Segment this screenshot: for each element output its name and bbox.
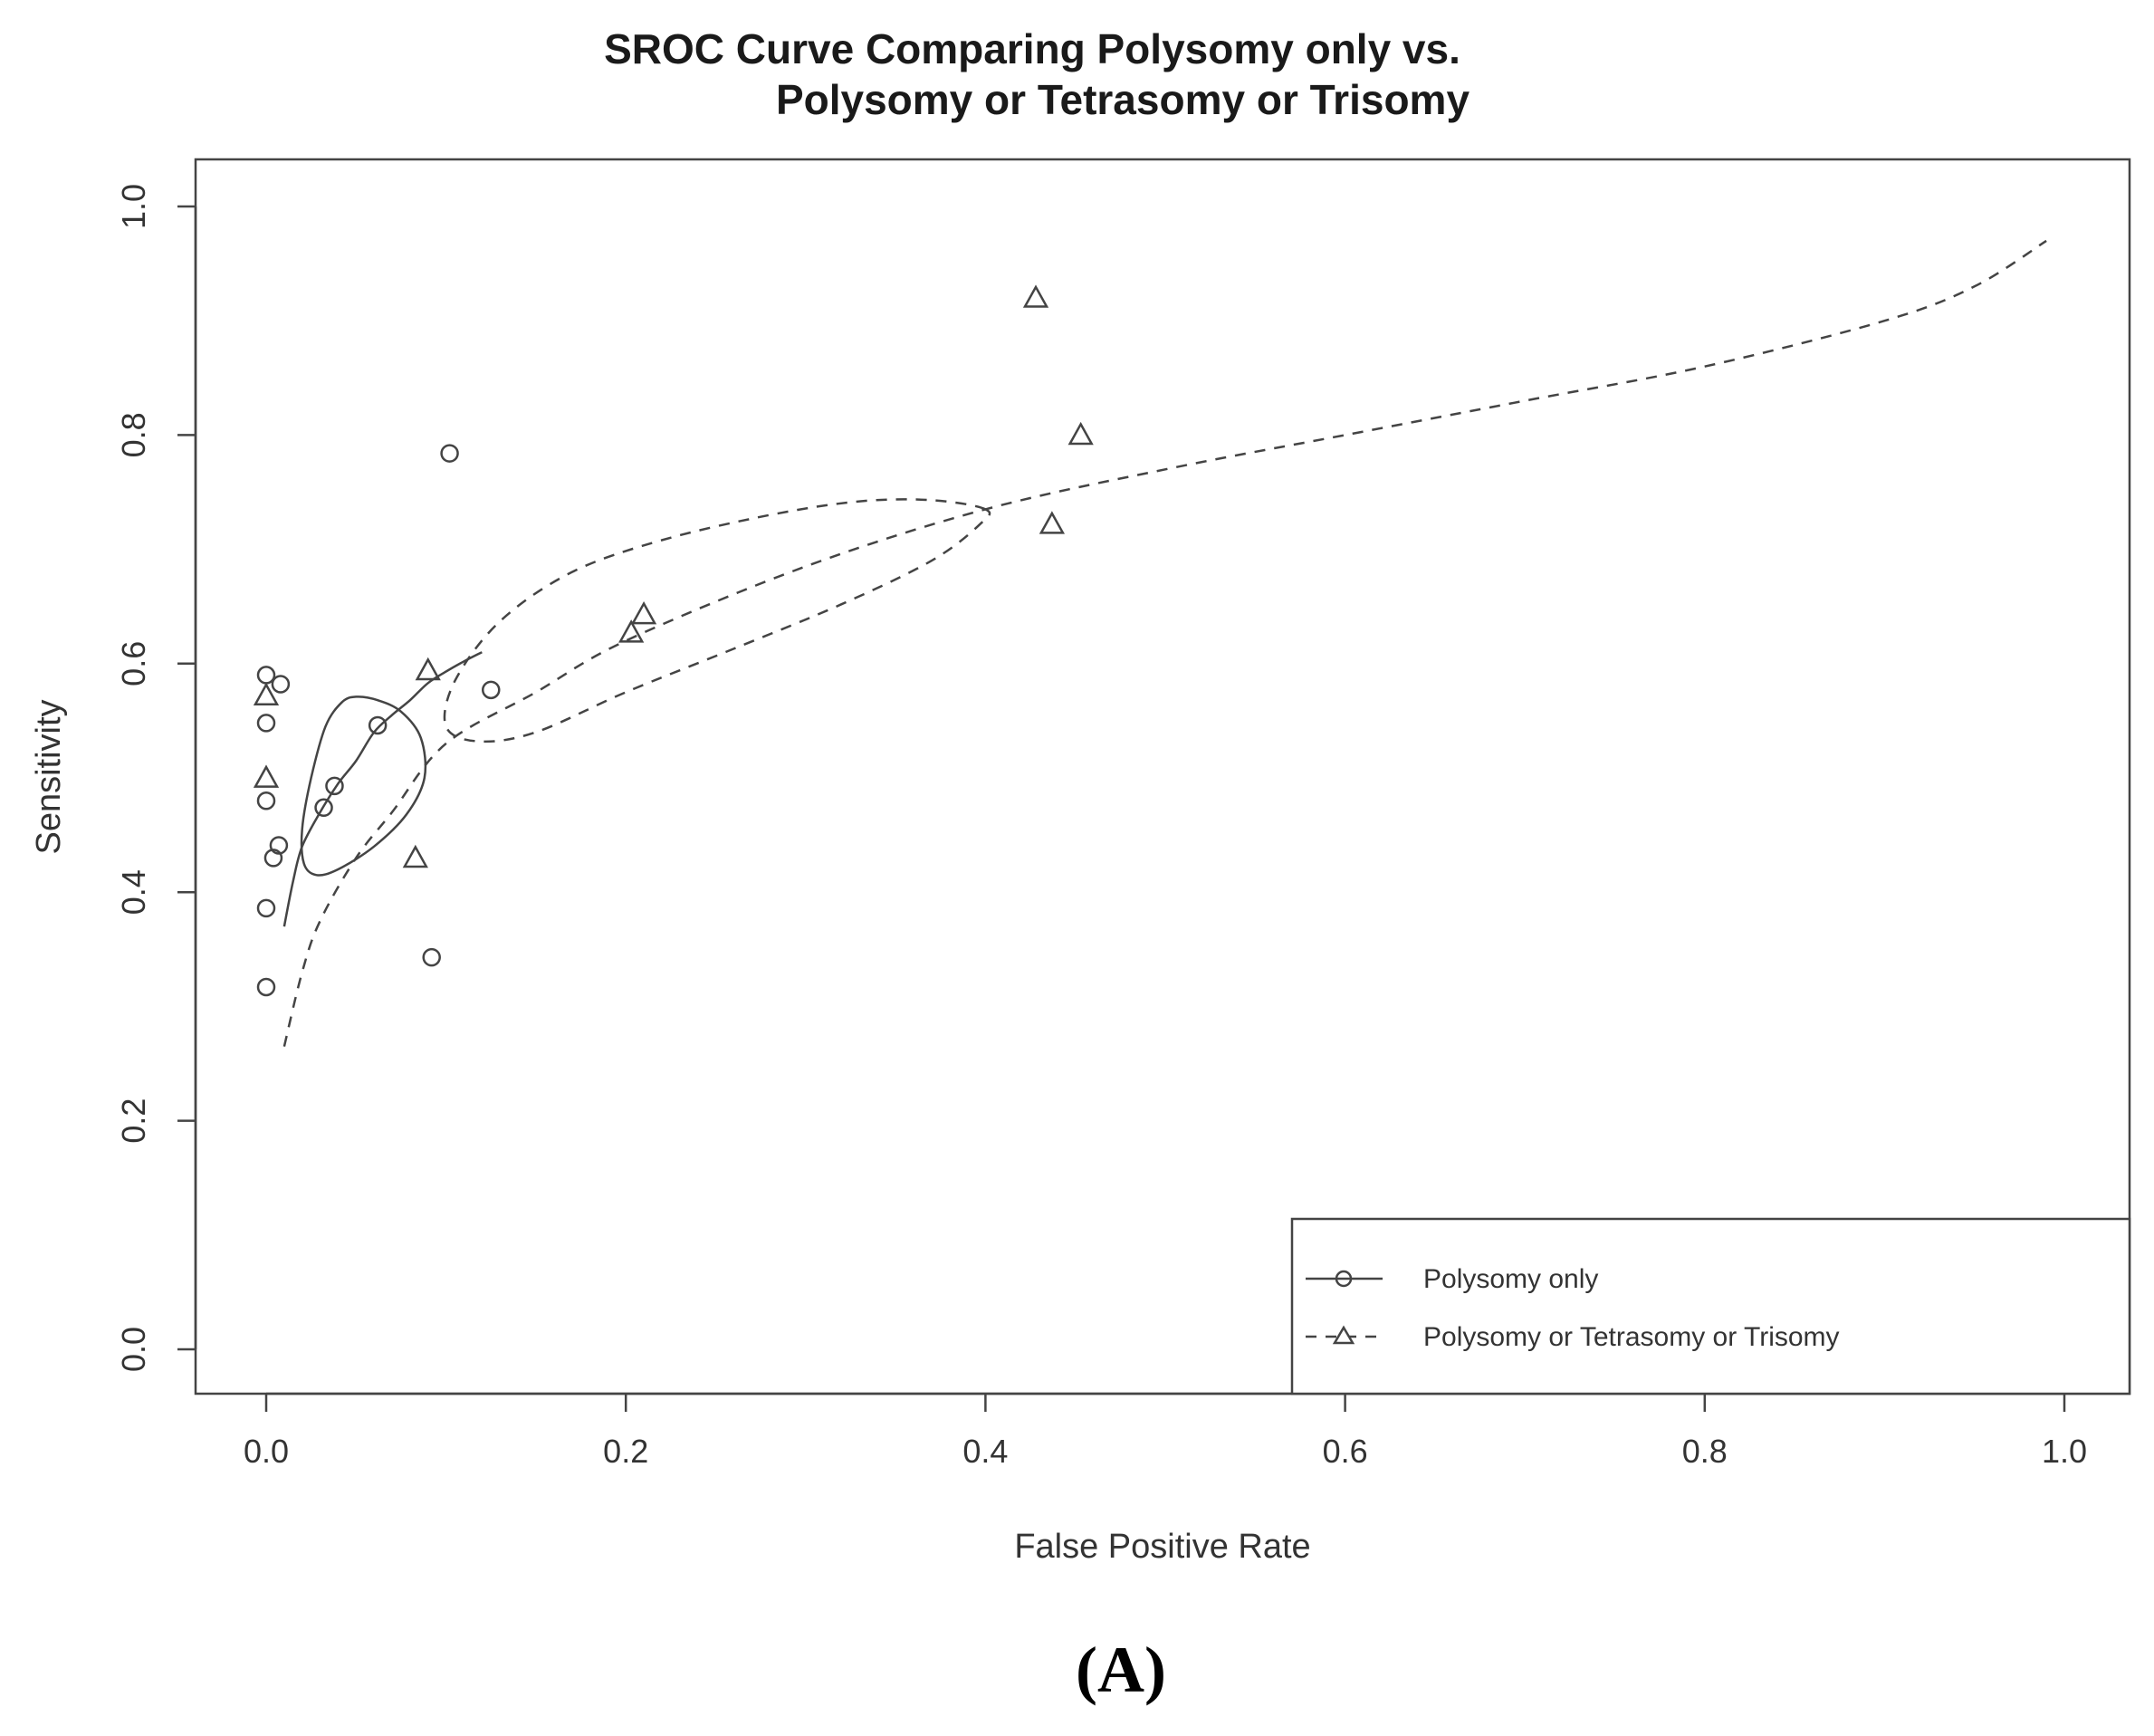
y-tick-label: 0.4 — [115, 869, 152, 915]
x-tick-label: 0.4 — [962, 1433, 1008, 1470]
data-point-circle — [482, 680, 501, 700]
legend-label-polysomy-tetrasomy-trisomy: Polysomy or Tetrasomy or Trisomy — [1423, 1322, 1840, 1352]
data-point-circle — [440, 444, 459, 463]
y-tick-label: 0.0 — [115, 1327, 152, 1372]
x-tick-label: 0.2 — [603, 1433, 648, 1470]
data-point-triangle — [1067, 421, 1094, 446]
data-point-circle — [269, 836, 289, 855]
plot-area — [253, 239, 2047, 1047]
sroc-curve-polysomy-only — [282, 651, 483, 927]
data-point-triangle — [415, 657, 441, 681]
data-point-circle — [314, 798, 333, 818]
y-axis-label: Sensitivity — [30, 699, 68, 854]
panel-label: (A) — [1076, 1634, 1166, 1706]
series-polysomy-tetrasomy-trisomy — [253, 239, 2047, 1047]
chart-title-line-1: SROC Curve Comparing Polysomy only vs. — [604, 25, 1460, 72]
legend: Polysomy only Polysomy or Tetrasomy or T… — [1290, 1217, 2131, 1396]
y-tick-label: 0.8 — [115, 412, 152, 457]
sroc-curve-polysomy-tetrasomy-trisomy — [282, 239, 2047, 1047]
data-point-circle — [256, 898, 276, 918]
y-tick-label: 0.2 — [115, 1098, 152, 1144]
legend-box — [1290, 1217, 2131, 1396]
legend-marker-circle — [1335, 1270, 1353, 1288]
data-point-circle — [256, 977, 276, 997]
x-axis-label: False Positive Rate — [1014, 1528, 1310, 1566]
x-tick-label: 0.6 — [1323, 1433, 1368, 1470]
confidence-region-polysomy-tetrasomy-trisomy — [443, 498, 991, 743]
confidence-region-polysomy-only — [300, 695, 427, 877]
y-axis: 0.0 0.2 0.4 0.6 0.8 1.0 — [115, 184, 197, 1372]
data-point-triangle — [253, 764, 280, 788]
series-polysomy-only — [256, 444, 501, 997]
legend-label-polysomy-only: Polysomy only — [1423, 1264, 1598, 1294]
chart-title-line-2: Polysomy or Tetrasomy or Trisomy — [776, 76, 1470, 123]
data-point-circle — [271, 675, 291, 694]
data-point-circle — [422, 947, 441, 967]
plot-frame — [194, 158, 2131, 1396]
x-tick-label: 0.8 — [1682, 1433, 1728, 1470]
data-point-triangle — [618, 619, 645, 643]
data-point-triangle — [630, 600, 657, 625]
x-tick-label: 1.0 — [2042, 1433, 2087, 1470]
x-axis: 0.0 0.2 0.4 0.6 0.8 1.0 — [244, 1392, 2087, 1470]
x-tick-label: 0.0 — [244, 1433, 289, 1470]
data-point-triangle — [1039, 511, 1066, 534]
data-point-circle — [263, 849, 283, 868]
y-tick-label: 0.6 — [115, 641, 152, 686]
data-point-circle — [256, 666, 276, 685]
data-point-triangle — [253, 682, 280, 705]
data-point-triangle — [402, 844, 428, 868]
data-point-circle — [256, 714, 276, 733]
data-point-circle — [325, 776, 344, 796]
data-point-circle — [256, 791, 276, 810]
data-point-circle — [368, 715, 388, 735]
y-tick-label: 1.0 — [115, 184, 152, 229]
data-point-triangle — [1022, 284, 1049, 308]
legend-marker-triangle — [1332, 1325, 1355, 1345]
